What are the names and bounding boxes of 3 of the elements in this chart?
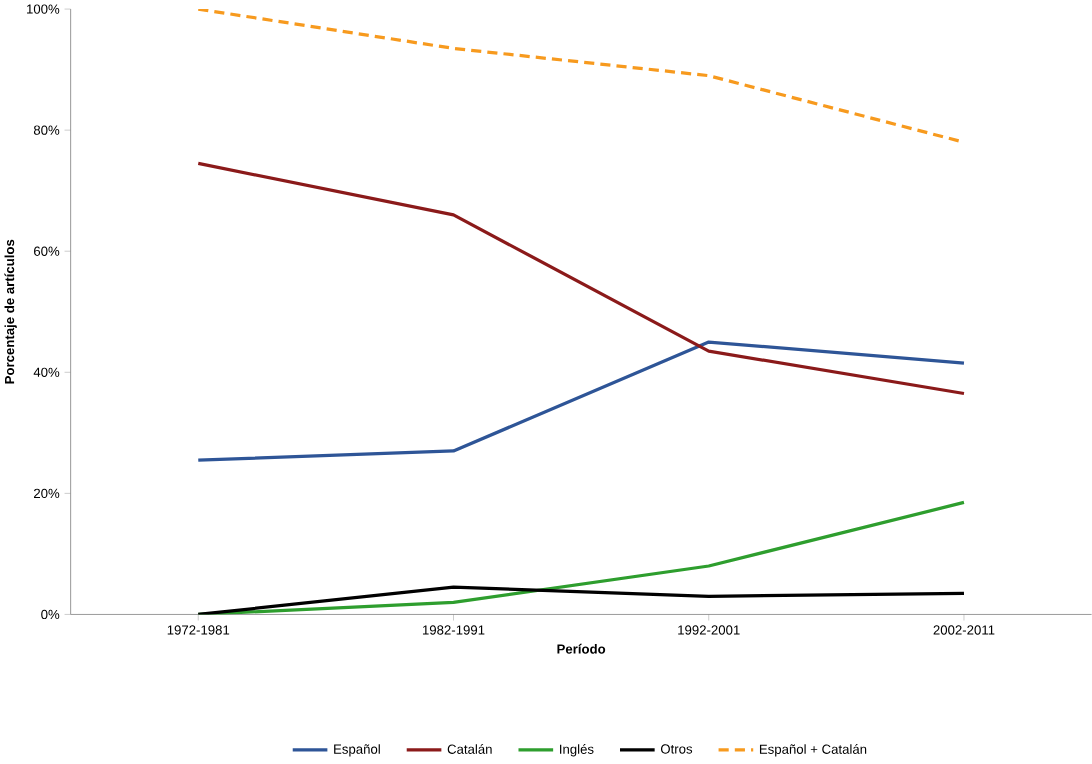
line-series: [196, 585, 966, 615]
line-series: [196, 340, 966, 462]
line-series: [196, 161, 966, 396]
